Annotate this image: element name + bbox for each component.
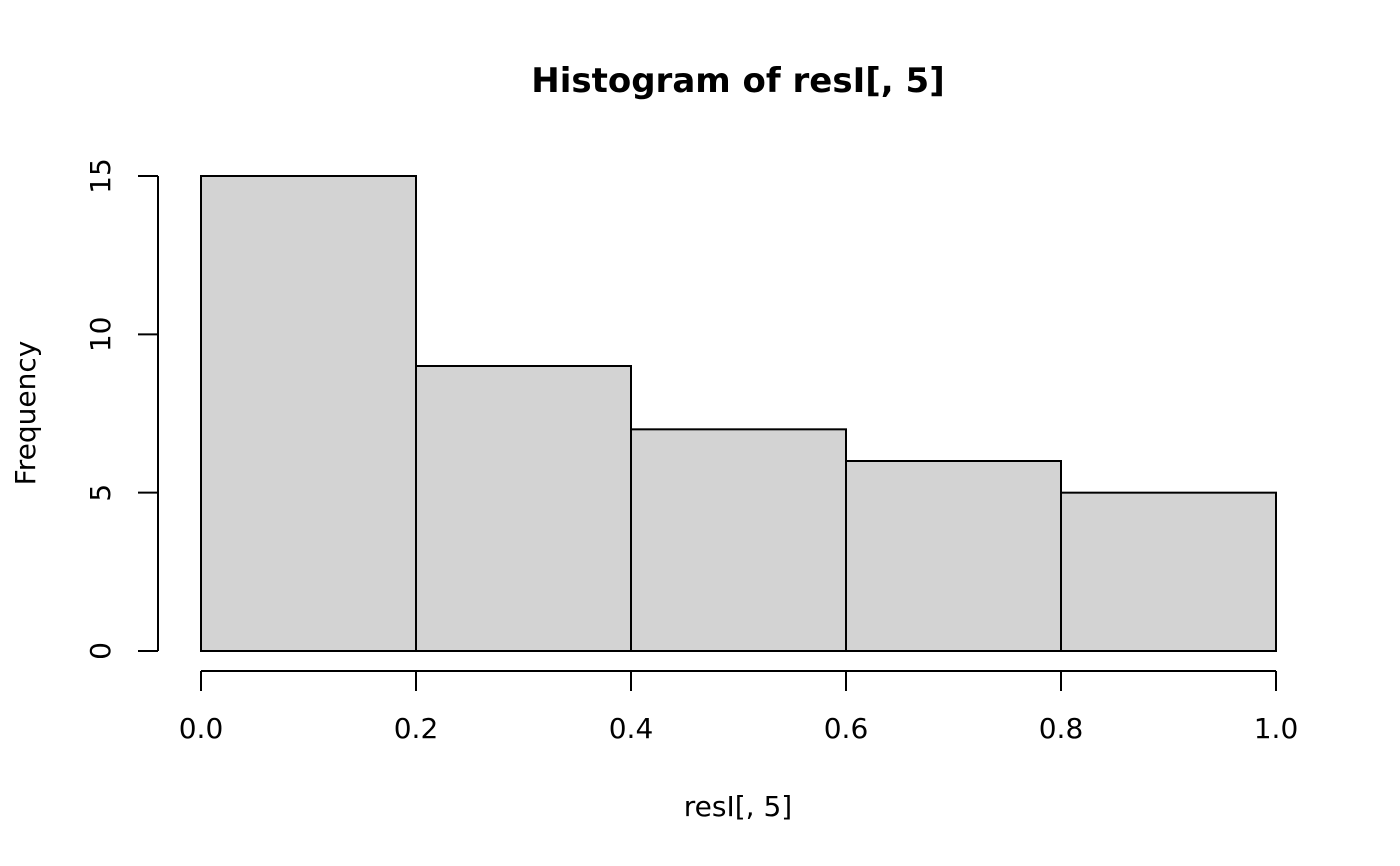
x-tick-label-0: 0.0	[179, 712, 224, 745]
histogram-bar-4	[1060, 491, 1277, 652]
x-tick-label-2: 0.4	[609, 712, 654, 745]
y-tick-label-0: 0	[84, 642, 117, 660]
x-tick-label-4: 0.8	[1039, 712, 1084, 745]
x-tick-label-1: 0.2	[394, 712, 439, 745]
x-axis: 0.0 0.2 0.4 0.6 0.8 1.0	[179, 670, 1299, 745]
histogram-bar-3	[845, 460, 1062, 652]
x-tick-label-5: 1.0	[1254, 712, 1299, 745]
histogram-bar-1	[415, 365, 632, 652]
y-tick-label-2: 10	[84, 317, 117, 353]
y-tick-label-1: 5	[84, 484, 117, 502]
x-axis-label: resI[, 5]	[684, 790, 792, 823]
bars-group	[200, 175, 1277, 653]
chart-title: Histogram of resI[, 5]	[531, 61, 944, 101]
y-axis-label: Frequency	[9, 341, 42, 486]
y-axis: 0 5 10 15	[84, 158, 159, 660]
x-tick-label-3: 0.6	[824, 712, 869, 745]
histogram-bar-2	[630, 428, 847, 653]
y-tick-label-3: 15	[84, 158, 117, 194]
histogram-bar-0	[200, 175, 417, 652]
